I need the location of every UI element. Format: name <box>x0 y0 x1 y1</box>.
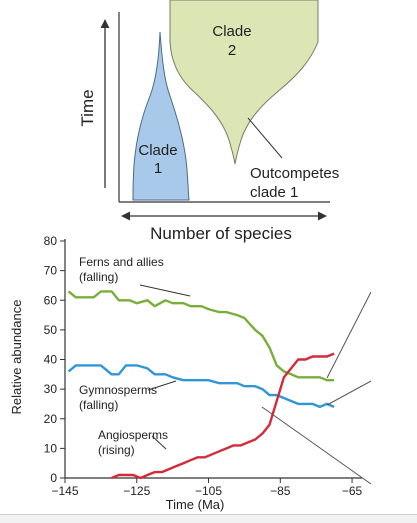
y-tick-label: 0 <box>50 471 57 485</box>
y-tick-label: 10 <box>44 441 58 455</box>
chart-ticks: 0 10 20 30 40 50 60 70 80 −145 −125 −105 −85 −65 <box>44 234 363 498</box>
clade1-label-line2: 1 <box>154 160 162 177</box>
series-label-angio: Angiosperms <box>98 428 168 442</box>
series-label-leader <box>147 380 177 391</box>
x-tick-label: −145 <box>51 484 78 498</box>
time-axis-label: Time <box>78 89 97 126</box>
x-tick-label: −105 <box>195 484 222 498</box>
y-tick-label: 80 <box>44 234 58 248</box>
clade2-label-line2: 2 <box>228 42 236 59</box>
y-tick-label: 50 <box>44 323 58 337</box>
series-label-ferns: (falling) <box>79 270 118 284</box>
y-tick-label: 40 <box>44 353 58 367</box>
y-tick-label: 20 <box>44 412 58 426</box>
y-axis-label: Relative abundance <box>9 300 24 415</box>
series-label-ferns: Ferns and allies <box>79 255 164 269</box>
series-label-gymno: Gymnosperms <box>79 383 157 397</box>
series-line-ferns <box>67 290 335 382</box>
x-tick-label: −125 <box>123 484 150 498</box>
series-line-angio <box>111 352 335 480</box>
zoom-line <box>261 406 372 485</box>
series-label-angio: (rising) <box>98 443 135 457</box>
chart-series <box>67 290 335 480</box>
clade2-label-line1: Clade <box>212 23 251 40</box>
y-tick-label: 30 <box>44 382 58 396</box>
annotation-line2: clade 1 <box>250 184 298 201</box>
chart-series-labels: Ferns and allies(falling)Gymnosperms(fal… <box>79 255 191 457</box>
y-tick-label: 70 <box>44 264 58 278</box>
series-label-leader <box>139 284 191 297</box>
species-axis-label: Number of species <box>150 224 292 243</box>
y-tick-label: 60 <box>44 293 58 307</box>
zoom-line <box>326 291 372 379</box>
x-tick-label: −65 <box>342 484 363 498</box>
series-label-leader <box>151 435 167 450</box>
clade2-shape <box>169 0 319 165</box>
clade-diagram: Time Number of species Clade 1 Clade 2 O… <box>78 0 339 243</box>
clade1-label-line1: Clade <box>138 142 177 159</box>
abundance-chart: 0 10 20 30 40 50 60 70 80 −145 −125 −105 −85 −65 Fern… <box>9 234 372 512</box>
x-axis-label: Time (Ma) <box>166 497 225 512</box>
series-line-gymno <box>67 364 335 409</box>
clade1-shape <box>132 31 190 201</box>
zoom-connector-lines <box>261 291 372 485</box>
series-label-gymno: (falling) <box>79 398 118 412</box>
zoom-line <box>326 380 372 406</box>
x-tick-label: −85 <box>270 484 291 498</box>
annotation-line1: Outcompetes <box>250 165 339 182</box>
annotation-pointer <box>247 117 283 159</box>
bottom-rule <box>0 514 417 523</box>
